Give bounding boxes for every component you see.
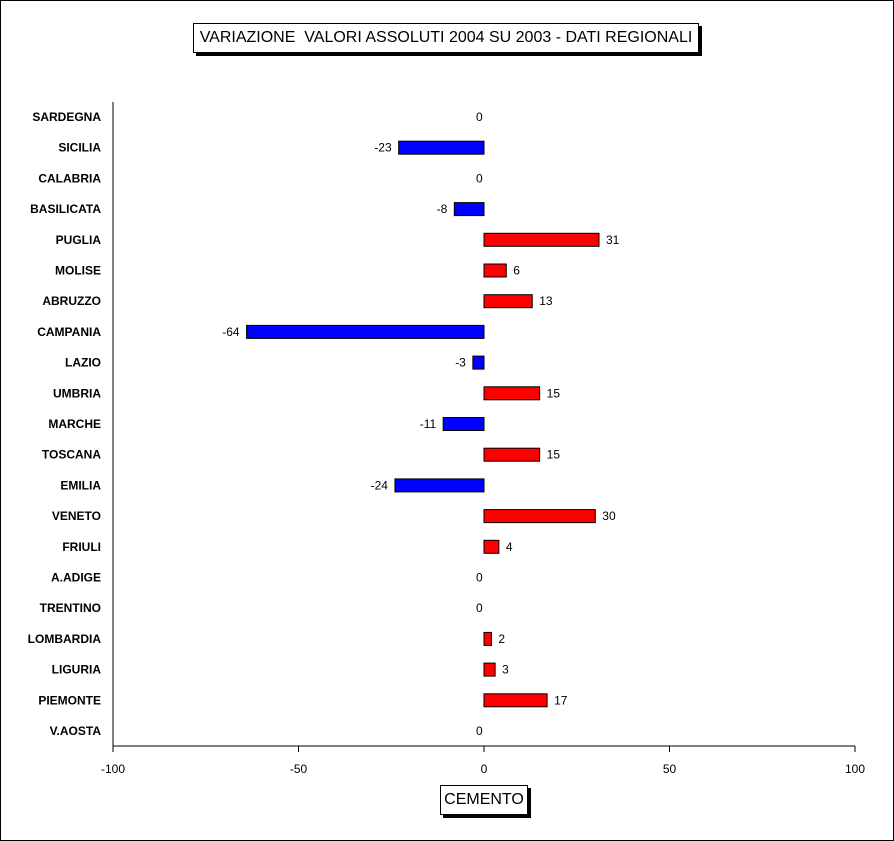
- bar: [483, 693, 548, 708]
- category-label: TOSCANA: [42, 448, 101, 462]
- x-tick-label: -100: [101, 762, 125, 776]
- value-label: 13: [539, 294, 553, 308]
- category-label: CAMPANIA: [37, 325, 101, 339]
- category-label: PIEMONTE: [38, 693, 101, 707]
- category-label: LAZIO: [65, 356, 101, 370]
- value-label: -23: [374, 141, 392, 155]
- category-label: SICILIA: [58, 141, 101, 155]
- x-tick-label: 50: [663, 762, 677, 776]
- x-tick-label: -50: [290, 762, 308, 776]
- category-label: MOLISE: [55, 264, 101, 278]
- value-label: 2: [498, 632, 505, 646]
- value-label: 30: [602, 509, 616, 523]
- category-label: V.AOSTA: [50, 724, 102, 738]
- x-axis-label: CEMENTO: [440, 785, 528, 815]
- value-label: 0: [476, 171, 483, 185]
- value-label: -11: [420, 417, 437, 431]
- bar: [472, 355, 485, 370]
- value-label: 15: [547, 448, 561, 462]
- bar: [246, 324, 485, 339]
- bar: [394, 478, 485, 493]
- category-label: CALABRIA: [38, 171, 101, 185]
- value-label: -8: [437, 202, 448, 216]
- value-label: 0: [476, 601, 483, 615]
- value-label: 6: [513, 264, 520, 278]
- bar: [398, 140, 485, 155]
- value-label: -24: [371, 478, 389, 492]
- x-tick-label: 0: [481, 762, 488, 776]
- bar: [483, 263, 507, 278]
- category-label: ABRUZZO: [42, 294, 101, 308]
- bar: [483, 509, 596, 524]
- category-label: MARCHE: [48, 417, 101, 431]
- category-label: VENETO: [52, 509, 101, 523]
- category-label: BASILICATA: [30, 202, 101, 216]
- category-label: SARDEGNA: [32, 110, 101, 124]
- value-label: 4: [506, 540, 513, 554]
- bar: [483, 294, 533, 309]
- category-label: TRENTINO: [40, 601, 101, 615]
- bar: [483, 539, 500, 554]
- value-label: 17: [554, 693, 568, 707]
- category-label: EMILIA: [60, 478, 101, 492]
- value-label: -64: [222, 325, 240, 339]
- category-label: FRIULI: [62, 540, 101, 554]
- bar: [483, 631, 492, 646]
- value-label: 3: [502, 663, 509, 677]
- bar: [483, 232, 600, 247]
- value-label: 15: [547, 386, 561, 400]
- category-label: A.ADIGE: [51, 571, 101, 585]
- bar: [453, 202, 485, 217]
- bar: [483, 447, 541, 462]
- category-label: UMBRIA: [53, 386, 101, 400]
- category-label: LOMBARDIA: [28, 632, 102, 646]
- category-label: PUGLIA: [56, 233, 102, 247]
- value-label: -3: [455, 356, 466, 370]
- chart-title: VARIAZIONE VALORI ASSOLUTI 2004 SU 2003 …: [193, 23, 699, 53]
- bar: [483, 386, 541, 401]
- value-label: 31: [606, 233, 620, 247]
- value-label: 0: [476, 724, 483, 738]
- bar: [483, 662, 496, 677]
- category-label: LIGURIA: [52, 663, 102, 677]
- value-label: 0: [476, 110, 483, 124]
- x-tick-label: 100: [845, 762, 865, 776]
- bar: [442, 417, 485, 431]
- value-label: 0: [476, 571, 483, 585]
